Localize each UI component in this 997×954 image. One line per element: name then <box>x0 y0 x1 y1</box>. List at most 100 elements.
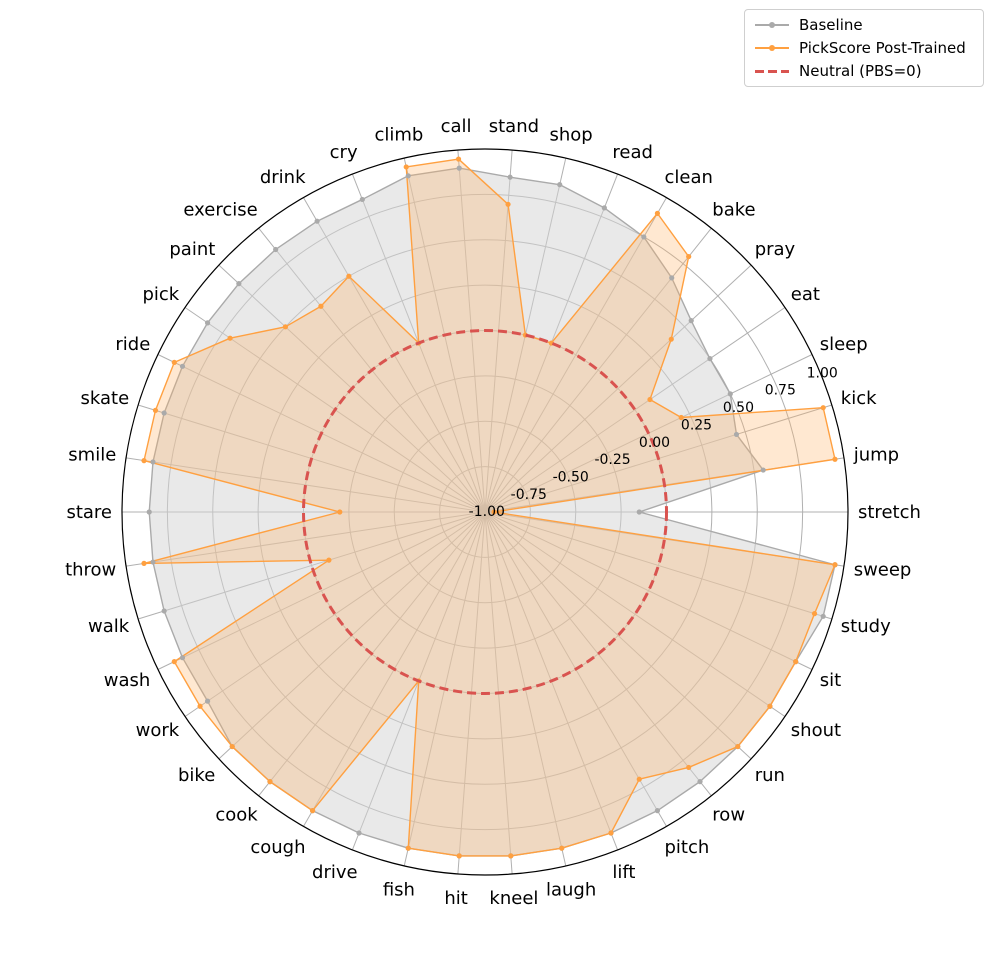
post-trained-point-laugh <box>559 845 565 851</box>
category-label-pick: pick <box>142 284 179 305</box>
post-trained-point-hit <box>456 853 462 859</box>
post-trained-point-eat <box>647 396 653 403</box>
legend-item-post-trained: PickScore Post-Trained <box>755 37 966 59</box>
baseline-point-climb <box>405 173 411 179</box>
post-trained-point-sleep <box>678 414 684 421</box>
radial-tick-label: 0.00 <box>639 435 670 451</box>
baseline-point-smile <box>150 459 156 465</box>
category-label-work: work <box>136 720 180 741</box>
category-label-exercise: exercise <box>183 199 257 220</box>
post-trained-point-shout <box>767 703 773 709</box>
outer-frame <box>121 148 849 876</box>
baseline-point-pray <box>688 318 694 324</box>
post-trained-point-stare <box>337 509 343 515</box>
post-trained-point-work <box>197 703 203 709</box>
post-trained-point-study <box>811 611 818 617</box>
category-label-skate: skate <box>81 388 130 409</box>
post-trained-point-wash <box>171 659 177 665</box>
legend: Baseline PickScore Post-Trained Neutral … <box>744 9 984 87</box>
radial-tick-label: 0.50 <box>723 400 754 416</box>
baseline-point-work <box>204 698 211 704</box>
post-trained-point-cough <box>309 808 316 814</box>
category-label-call: call <box>441 116 472 137</box>
post-trained-point-clean <box>654 210 661 216</box>
category-label-drive: drive <box>312 862 358 883</box>
category-label-drink: drink <box>260 167 306 188</box>
post-trained-point-row <box>686 764 692 771</box>
post-trained-point-kneel <box>508 853 514 859</box>
baseline-point-eat <box>707 356 713 362</box>
post-trained-point-skate <box>152 407 159 413</box>
post-trained-point-paint <box>282 324 289 330</box>
category-label-fish: fish <box>383 879 415 900</box>
post-trained-point-ride <box>171 359 177 365</box>
baseline-point-bake <box>669 275 675 281</box>
legend-label-post-trained: PickScore Post-Trained <box>799 39 966 57</box>
category-label-climb: climb <box>374 125 423 146</box>
baseline-point-skate <box>161 410 167 416</box>
category-label-laugh: laugh <box>546 879 596 900</box>
category-label-smile: smile <box>68 444 116 465</box>
baseline-point-throw <box>150 559 156 565</box>
post-trained-point-bike <box>229 743 235 750</box>
category-label-shout: shout <box>791 720 841 741</box>
radial-tick-label: 1.00 <box>807 365 838 381</box>
post-trained-point-run <box>735 743 741 750</box>
post-trained-point-walk <box>326 557 332 563</box>
radial-tick-label: -0.25 <box>594 452 630 468</box>
category-label-sweep: sweep <box>854 560 912 581</box>
legend-label-baseline: Baseline <box>799 16 863 34</box>
post-trained-point-call <box>455 156 462 162</box>
baseline-point-shop <box>557 182 563 188</box>
baseline-point-jump <box>760 467 766 473</box>
post-trained-point-sweep <box>832 562 838 568</box>
post-trained-point-stand <box>505 201 511 207</box>
legend-label-neutral: Neutral (PBS=0) <box>799 62 922 80</box>
post-trained-point-kick <box>820 405 826 411</box>
category-label-stretch: stretch <box>858 502 921 523</box>
category-label-read: read <box>612 142 653 163</box>
category-label-row: row <box>712 805 745 826</box>
category-label-kneel: kneel <box>489 888 538 909</box>
baseline-point-pick <box>204 320 211 326</box>
baseline-point-wash <box>179 655 186 661</box>
post-trained-point-pick <box>227 335 233 341</box>
category-label-cough: cough <box>250 837 305 858</box>
post-trained-point-stretch <box>491 509 497 515</box>
post-trained-point-throw <box>141 560 147 567</box>
baseline-point-stand <box>507 174 513 180</box>
category-label-sit: sit <box>820 670 841 691</box>
category-label-stare: stare <box>66 502 112 523</box>
baseline-point-pitch <box>654 808 661 814</box>
radial-tick-label: -1.00 <box>469 504 505 520</box>
category-label-bike: bike <box>178 765 215 786</box>
baseline-point-call <box>456 165 462 171</box>
category-label-pray: pray <box>755 239 796 260</box>
post-trained-point-sit <box>793 659 799 665</box>
category-label-eat: eat <box>791 284 820 305</box>
post-trained-line-icon <box>755 41 789 55</box>
category-label-kick: kick <box>841 388 877 409</box>
neutral-reference-circle <box>302 329 668 695</box>
baseline-point-sleep <box>727 391 733 397</box>
post-trained-point-pray <box>668 336 674 342</box>
baseline-point-cry <box>359 196 365 203</box>
radial-tick-label: -0.50 <box>553 470 589 486</box>
neutral-dashed-line-icon <box>755 64 789 78</box>
post-trained-point-smile <box>141 458 147 464</box>
baseline-point-read <box>601 205 607 211</box>
post-trained-point-climb <box>403 164 409 170</box>
baseline-point-study <box>820 613 826 619</box>
category-label-clean: clean <box>665 167 713 188</box>
category-label-throw: throw <box>65 560 116 581</box>
baseline-point-exercise <box>273 246 279 253</box>
category-label-wash: wash <box>104 670 151 691</box>
category-label-pitch: pitch <box>665 837 710 858</box>
radial-tick-label: 0.75 <box>765 383 796 399</box>
post-trained-point-pitch <box>636 776 642 782</box>
baseline-point-stretch <box>636 509 642 515</box>
baseline-point-drink <box>314 218 320 224</box>
legend-item-neutral: Neutral (PBS=0) <box>755 60 922 82</box>
category-label-sleep: sleep <box>820 334 868 355</box>
